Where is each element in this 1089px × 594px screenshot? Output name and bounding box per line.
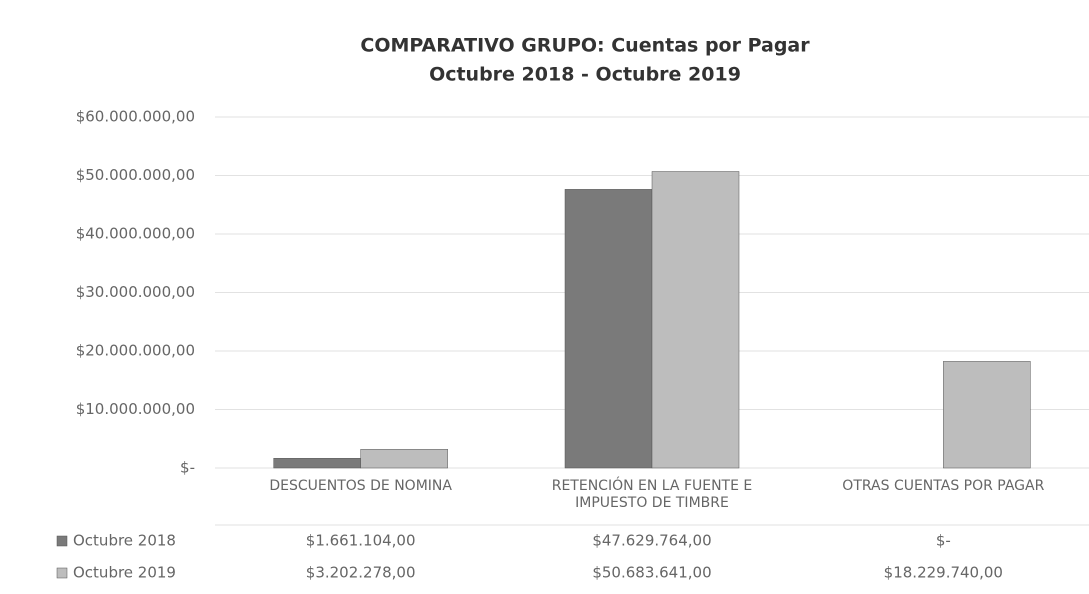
x-tick-label: DESCUENTOS DE NOMINA: [269, 478, 452, 494]
x-tick-label: OTRAS CUENTAS POR PAGAR: [842, 478, 1045, 494]
table-value: $18.229.740,00: [884, 564, 1003, 582]
y-tick-label: $10.000.000,00: [76, 400, 195, 418]
y-tick-label: $50.000.000,00: [76, 166, 195, 184]
bar: [564, 189, 653, 469]
table-value: $50.683.641,00: [592, 564, 711, 582]
bar: [943, 361, 1031, 469]
legend-label: Octubre 2019: [73, 564, 176, 582]
bar: [360, 449, 448, 469]
bar: [273, 458, 361, 469]
table-value: $1.661.104,00: [306, 532, 416, 550]
y-tick-label: $60.000.000,00: [76, 108, 195, 126]
table-value: $-: [936, 532, 951, 550]
legend-swatch: [56, 535, 68, 547]
table-value: $3.202.278,00: [306, 564, 416, 582]
chart-title: COMPARATIVO GRUPO: Cuentas por Pagar: [360, 35, 810, 57]
chart-subtitle: Octubre 2018 - Octubre 2019: [429, 64, 741, 86]
legend-swatch: [56, 567, 68, 579]
legend-label: Octubre 2018: [73, 532, 176, 550]
y-tick-label: $-: [180, 459, 195, 477]
x-tick-label: RETENCIÓN EN LA FUENTE E IMPUESTO DE TIM…: [551, 478, 753, 511]
y-tick-label: $40.000.000,00: [76, 225, 195, 243]
table-value: $47.629.764,00: [592, 532, 711, 550]
y-tick-label: $30.000.000,00: [76, 283, 195, 301]
bar: [651, 171, 740, 469]
y-tick-label: $20.000.000,00: [76, 342, 195, 360]
